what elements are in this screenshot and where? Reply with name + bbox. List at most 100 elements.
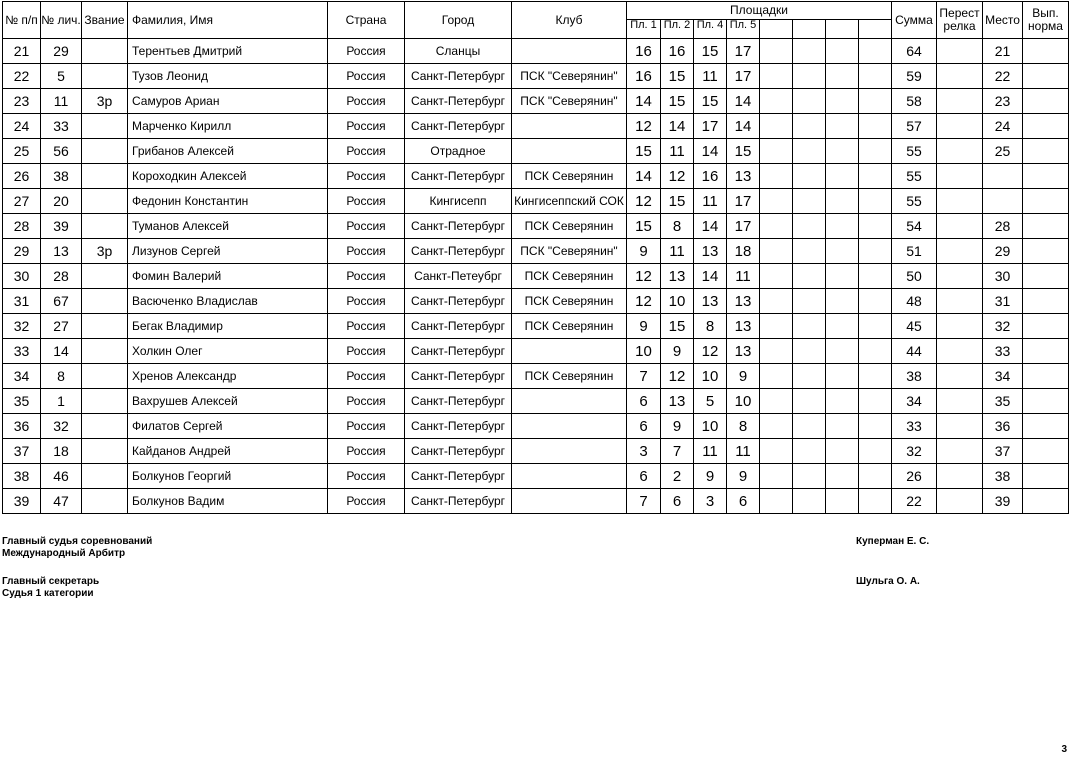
table-row: 30 28 Фомин Валерий Россия Санкт-Петеубрг ПСК… <box>2 263 1069 289</box>
cell-n: 38 <box>2 463 41 489</box>
cell-city: Сланцы <box>404 38 512 64</box>
cell-site-score: 15 <box>626 138 661 164</box>
cell-site-score <box>858 38 892 64</box>
cell-country: Россия <box>327 313 405 339</box>
page-number: 3 <box>1061 744 1067 755</box>
cell-site-score <box>792 263 826 289</box>
cell-pereyst <box>936 363 983 389</box>
cell-club <box>511 463 627 489</box>
cell-site-score <box>759 63 793 89</box>
cell-norm <box>1022 188 1069 214</box>
cell-pereyst <box>936 288 983 314</box>
cell-site-score <box>792 138 826 164</box>
cell-site-score: 15 <box>660 88 694 114</box>
table-row: 24 33 Марченко Кирилл Россия Санкт-Петербург… <box>2 113 1069 139</box>
cell-country: Россия <box>327 63 405 89</box>
cell-n: 35 <box>2 388 41 414</box>
cell-city: Санкт-Петербург <box>404 288 512 314</box>
cell-place: 36 <box>982 413 1023 439</box>
cell-rank: 3р <box>81 88 128 114</box>
cell-sum: 58 <box>891 88 937 114</box>
cell-site-score: 3 <box>693 488 727 514</box>
cell-country: Россия <box>327 213 405 239</box>
cell-name: Бегак Владимир <box>127 313 328 339</box>
cell-site-score: 14 <box>626 88 661 114</box>
cell-rank <box>81 63 128 89</box>
cell-country: Россия <box>327 488 405 514</box>
cell-site-score <box>825 488 859 514</box>
header-site-label <box>860 21 891 38</box>
cell-site-score: 13 <box>660 388 694 414</box>
header-site-label <box>794 21 825 38</box>
cell-site-score <box>792 113 826 139</box>
cell-lic: 27 <box>40 313 82 339</box>
cell-place <box>982 163 1023 189</box>
cell-lic: 56 <box>40 138 82 164</box>
cell-rank <box>81 188 128 214</box>
header-site-3: Пл. 4 <box>693 19 727 39</box>
cell-club: ПСК "Северянин" <box>511 63 627 89</box>
cell-site-score <box>759 388 793 414</box>
cell-rank <box>81 288 128 314</box>
cell-site-score: 9 <box>726 463 760 489</box>
cell-site-score: 14 <box>693 138 727 164</box>
cell-name: Вахрушев Алексей <box>127 388 328 414</box>
cell-name: Короходкин Алексей <box>127 163 328 189</box>
cell-site-score: 12 <box>626 288 661 314</box>
cell-site-score <box>759 288 793 314</box>
cell-lic: 18 <box>40 438 82 464</box>
cell-n: 28 <box>2 213 41 239</box>
cell-site-score <box>759 188 793 214</box>
cell-country: Россия <box>327 263 405 289</box>
cell-name: Марченко Кирилл <box>127 113 328 139</box>
cell-site-score <box>825 88 859 114</box>
header-site-5 <box>759 19 793 39</box>
cell-norm <box>1022 388 1069 414</box>
cell-name: Тузов Леонид <box>127 63 328 89</box>
cell-rank <box>81 338 128 364</box>
cell-country: Россия <box>327 413 405 439</box>
cell-site-score: 15 <box>693 38 727 64</box>
cell-sum: 44 <box>891 338 937 364</box>
header-site-2: Пл. 2 <box>660 19 694 39</box>
header-country: Страна <box>327 1 405 39</box>
cell-rank <box>81 438 128 464</box>
cell-sum: 55 <box>891 138 937 164</box>
cell-sum: 48 <box>891 288 937 314</box>
cell-site-score <box>858 113 892 139</box>
cell-site-score <box>858 488 892 514</box>
header-rank: Звание <box>81 1 128 39</box>
cell-n: 26 <box>2 163 41 189</box>
cell-site-score <box>825 188 859 214</box>
cell-n: 37 <box>2 438 41 464</box>
header-city: Город <box>404 1 512 39</box>
cell-site-score <box>858 463 892 489</box>
cell-site-score: 9 <box>693 463 727 489</box>
cell-country: Россия <box>327 38 405 64</box>
cell-pereyst <box>936 138 983 164</box>
cell-site-score <box>759 238 793 264</box>
cell-sum: 51 <box>891 238 937 264</box>
cell-club: ПСК Северянин <box>511 263 627 289</box>
cell-site-score <box>825 288 859 314</box>
cell-site-score: 14 <box>626 163 661 189</box>
table-row: 21 29 Терентьев Дмитрий Россия Сланцы 16 16 15 1… <box>2 38 1069 64</box>
cell-site-score <box>792 88 826 114</box>
cell-site-score: 15 <box>726 138 760 164</box>
cell-club: ПСК Северянин <box>511 363 627 389</box>
cell-rank <box>81 163 128 189</box>
cell-pereyst <box>936 63 983 89</box>
cell-site-score <box>858 363 892 389</box>
header-place: Место <box>982 1 1023 39</box>
cell-site-score: 12 <box>660 363 694 389</box>
cell-site-score: 12 <box>693 338 727 364</box>
cell-city: Санкт-Петербург <box>404 238 512 264</box>
cell-n: 25 <box>2 138 41 164</box>
cell-name: Кайданов Андрей <box>127 438 328 464</box>
header-site-8 <box>858 19 892 39</box>
cell-norm <box>1022 463 1069 489</box>
cell-club <box>511 138 627 164</box>
cell-place: 35 <box>982 388 1023 414</box>
cell-lic: 38 <box>40 163 82 189</box>
cell-rank <box>81 488 128 514</box>
